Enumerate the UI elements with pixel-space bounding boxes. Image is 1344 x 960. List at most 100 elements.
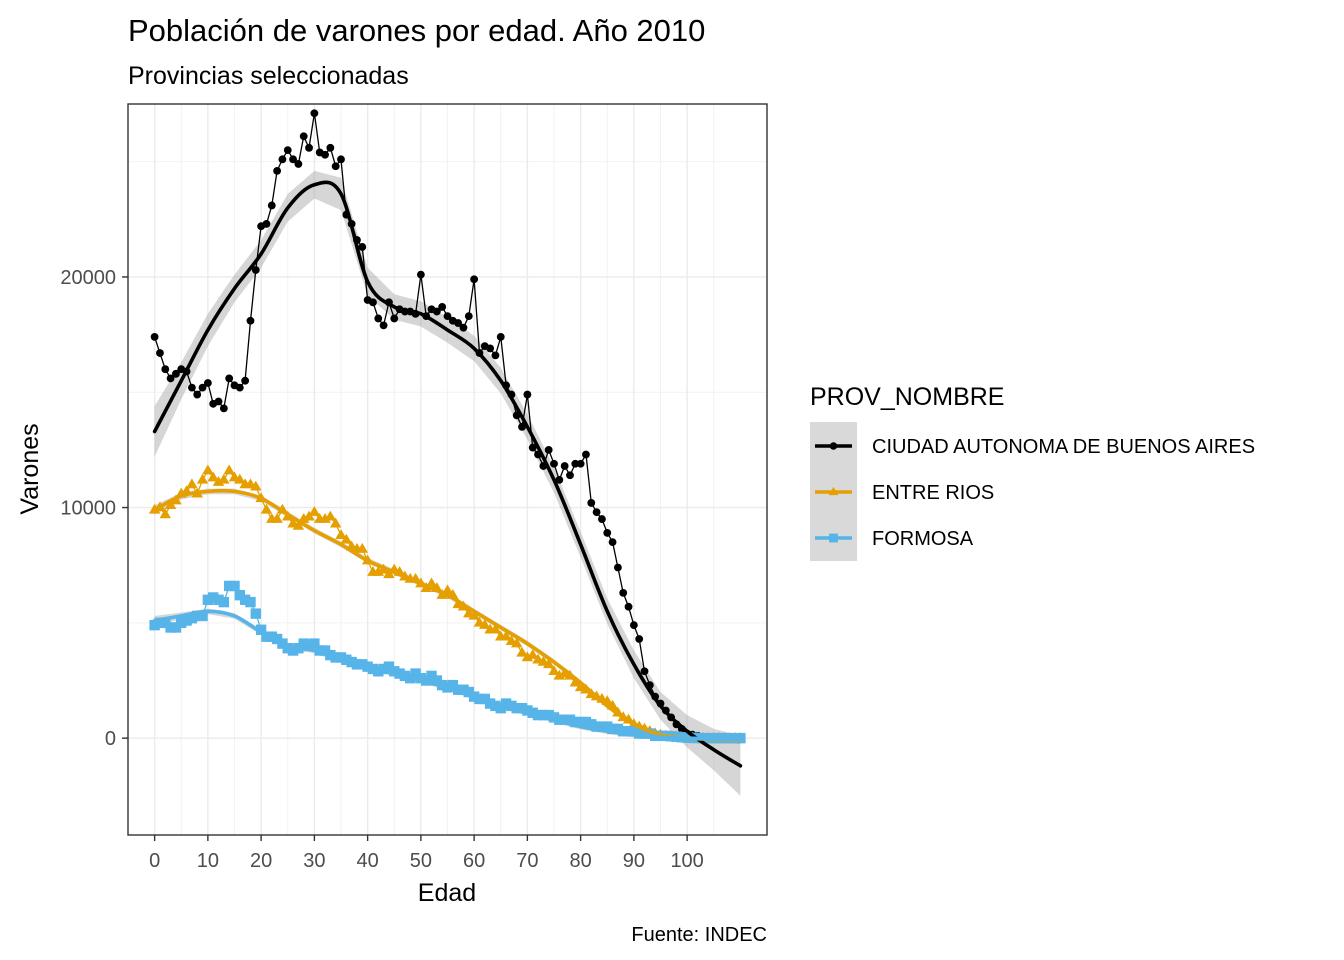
data-point-square	[426, 670, 437, 682]
data-point-square	[586, 719, 597, 730]
data-point-square	[639, 728, 650, 739]
data-point-circle	[326, 143, 335, 152]
x-tick-label: 40	[357, 850, 379, 872]
data-point-square	[383, 661, 395, 672]
data-point-square	[245, 596, 256, 608]
data-point-square	[602, 721, 613, 732]
data-point-triangle	[196, 473, 209, 484]
data-point-square	[229, 580, 240, 592]
data-point-circle	[608, 538, 617, 547]
data-point-triangle	[250, 480, 262, 491]
data-point-triangle	[548, 665, 560, 676]
x-axis-title: Edad	[418, 879, 476, 907]
data-point-square	[564, 714, 576, 725]
data-point-square	[596, 721, 608, 732]
data-point-circle	[283, 146, 292, 155]
data-point-square	[239, 594, 251, 605]
data-point-circle	[624, 602, 633, 611]
chart-title: Población de varones por edad. Año 2010	[128, 13, 705, 48]
x-tick-label: 10	[197, 850, 219, 872]
data-point-square	[255, 624, 267, 635]
data-point-circle	[629, 621, 638, 630]
data-point-square	[303, 640, 315, 652]
data-point-circle	[443, 312, 452, 321]
data-point-circle	[544, 445, 553, 454]
data-point-circle	[289, 155, 297, 164]
data-point-circle	[518, 422, 526, 431]
data-point-circle	[390, 314, 399, 323]
y-tick-label: 0	[105, 728, 116, 750]
x-tick-label: 30	[303, 850, 325, 872]
data-point-circle	[235, 383, 244, 392]
data-point-circle	[829, 442, 838, 450]
data-point-square	[309, 638, 320, 649]
data-point-circle	[241, 376, 250, 385]
y-axis: 0 10000 20000	[60, 267, 128, 750]
data-point-square	[829, 533, 838, 543]
legend-item: ENTRE RIOS	[815, 482, 994, 504]
data-point-circle	[262, 220, 271, 228]
data-point-square	[165, 622, 176, 633]
data-point-circle	[251, 266, 260, 274]
data-point-triangle	[510, 637, 523, 648]
data-point-circle	[576, 459, 585, 468]
data-point-triangle	[329, 517, 342, 528]
data-point-circle	[294, 160, 303, 168]
data-point-triangle	[271, 512, 283, 523]
data-point-circle	[560, 462, 569, 470]
plot-panel	[127, 103, 768, 836]
data-point-circle	[587, 499, 596, 507]
data-point-circle	[246, 316, 255, 325]
data-point-triangle	[500, 630, 512, 641]
data-point-circle	[528, 443, 537, 452]
data-point-square	[170, 622, 182, 633]
data-point-circle	[150, 332, 159, 341]
x-tick-label: 100	[670, 850, 703, 872]
legend-keys: CIUDAD AUTONOMA DE BUENOS AIRES ENTRE RIO…	[810, 422, 1255, 561]
data-point-square	[250, 608, 261, 619]
data-point-circle	[193, 390, 202, 399]
caption: Fuente: INDEC	[631, 924, 767, 946]
data-point-square	[271, 633, 283, 645]
data-point-square	[516, 702, 528, 714]
data-point-circle	[331, 162, 340, 171]
x-tick-label: 0	[149, 850, 160, 872]
data-point-square	[378, 663, 389, 675]
data-point-circle	[203, 379, 212, 387]
data-point-square	[223, 580, 235, 592]
data-point-triangle	[828, 486, 839, 496]
legend-item: CIUDAD AUTONOMA DE BUENOS AIRES	[815, 436, 1255, 458]
data-point-circle	[603, 529, 612, 537]
data-point-square	[628, 726, 640, 737]
data-point-square	[234, 589, 246, 601]
x-tick-label: 80	[570, 850, 592, 872]
data-point-square	[319, 645, 331, 656]
x-tick-label: 70	[516, 850, 538, 872]
data-point-square	[580, 716, 592, 728]
x-tick-label: 90	[623, 850, 645, 872]
data-point-circle	[470, 275, 479, 284]
data-point-circle	[172, 369, 180, 378]
y-axis-title: Varones	[16, 423, 44, 514]
data-point-circle	[486, 344, 495, 353]
legend-item: FORMOSA	[815, 528, 974, 550]
data-point-triangle	[234, 473, 246, 484]
data-point-circle	[592, 508, 601, 517]
data-point-triangle	[159, 508, 172, 519]
data-point-square	[548, 712, 560, 723]
data-point-square	[644, 728, 656, 739]
data-point-square	[186, 613, 198, 624]
data-point-circle	[613, 563, 622, 572]
data-point-circle	[496, 332, 505, 341]
data-point-circle	[416, 270, 425, 279]
data-point-triangle	[223, 464, 235, 475]
data-point-square	[495, 702, 506, 714]
data-point-square	[575, 716, 586, 728]
smooth-line	[152, 180, 743, 768]
legend-label: FORMOSA	[872, 528, 974, 550]
data-point-square	[181, 615, 192, 626]
smooth-line	[152, 609, 743, 741]
x-tick-label: 20	[250, 850, 272, 872]
data-point-circle	[523, 390, 532, 399]
